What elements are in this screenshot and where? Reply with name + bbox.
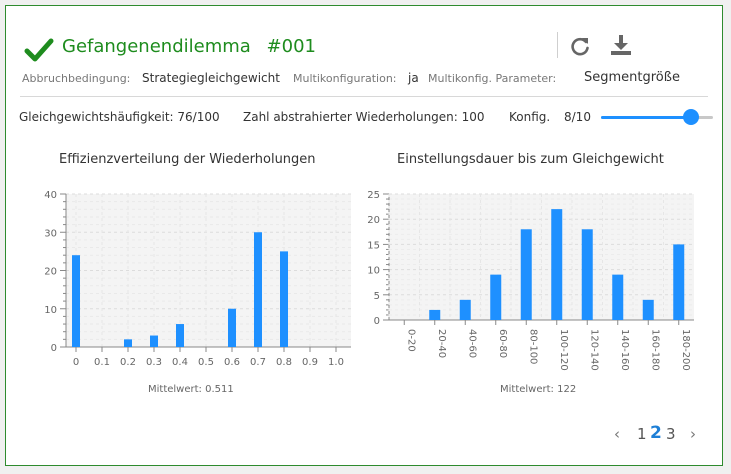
konfig-label: Konfig.	[509, 110, 551, 124]
bar	[520, 229, 532, 320]
prev-page-button[interactable]: ‹	[614, 425, 620, 443]
next-page-button[interactable]: ›	[690, 425, 696, 443]
title-number: #001	[266, 36, 316, 57]
title-text: Gefangenendilemma	[62, 36, 251, 57]
y-tick-label: 10	[44, 305, 57, 316]
x-tick-label: 0.6	[224, 357, 240, 368]
bar	[280, 251, 288, 347]
parameter-row: Abbruchbedingung: Strategiegleichgewicht…	[22, 68, 712, 88]
bar	[581, 229, 593, 320]
plot-area	[66, 194, 351, 347]
x-tick-label: 140-160	[619, 329, 630, 371]
y-tick-label: 20	[367, 215, 380, 226]
y-tick-label: 25	[367, 190, 380, 201]
bar	[429, 309, 441, 320]
slider-thumb[interactable]	[682, 109, 699, 125]
multi-label: Multikonfiguration:	[293, 72, 397, 85]
x-tick-label: 0.5	[198, 357, 214, 368]
y-tick-label: 15	[367, 240, 380, 251]
konfig-value: 8/10	[564, 110, 591, 124]
x-tick-label: 180-200	[680, 329, 691, 371]
bar	[459, 299, 471, 320]
x-tick-label: 0.7	[250, 357, 266, 368]
multi-param-value: Segmentgröße	[584, 70, 680, 85]
y-tick-label: 20	[44, 267, 57, 278]
right-mean: Mittelwert: 122	[500, 384, 577, 395]
page-2-link[interactable]: 2	[650, 423, 662, 443]
x-tick-label: 40-60	[466, 329, 477, 358]
y-tick-label: 10	[367, 266, 380, 277]
x-tick-label: 160-180	[649, 329, 660, 371]
duration-chart: 0 5 10 15 20 25 0-20 20-40 40-60 60-80 80-100 100-1…	[367, 190, 694, 371]
left-chart-title: Effizienzverteilung der Wiederholungen	[59, 152, 316, 167]
x-tick-label: 0.1	[94, 357, 110, 368]
page-1-link[interactable]: 1	[637, 425, 647, 443]
x-tick-label: 1.0	[328, 357, 344, 368]
section-divider	[20, 96, 708, 97]
page-title: Gefangenendilemma #001	[62, 36, 326, 57]
download-icon[interactable]	[609, 33, 633, 57]
abbruch-value: Strategiegleichgewicht	[142, 71, 280, 85]
wiederholungen-stat: Zahl abstrahierter Wiederholungen: 100	[243, 110, 485, 124]
bar	[228, 308, 236, 347]
bar	[176, 324, 184, 347]
bar	[673, 244, 685, 320]
slider-fill	[601, 116, 691, 119]
bar	[72, 255, 80, 347]
x-tick-label: 0.3	[146, 357, 162, 368]
bar	[490, 274, 502, 320]
check-icon	[24, 38, 54, 62]
bar	[551, 209, 563, 320]
x-tick-label: 0.9	[302, 357, 318, 368]
efficiency-chart: 0 10 20 30 40 0 0.1 0.2 0.3 0.4 0.5 0.6 0.7 0.8 0.9 1.0	[44, 190, 351, 368]
x-tick-label: 20-40	[436, 329, 447, 358]
x-tick-label: 80-100	[527, 329, 538, 364]
bar	[254, 232, 262, 347]
left-mean: Mittelwert: 0.511	[148, 384, 234, 395]
y-tick-label: 30	[44, 228, 57, 239]
gleichgewicht-stat: Gleichgewichtshäufigkeit: 76/100	[19, 110, 220, 124]
multi-value: ja	[408, 71, 419, 85]
abbruch-label: Abbruchbedingung:	[22, 72, 131, 85]
bar	[150, 335, 158, 347]
bar	[124, 339, 132, 347]
konfig-slider[interactable]	[601, 109, 713, 125]
y-tick-label: 0	[51, 343, 57, 354]
refresh-icon[interactable]	[569, 35, 591, 57]
x-tick-label: 60-80	[497, 329, 508, 358]
x-tick-label: 0.8	[276, 357, 292, 368]
toolbar-divider	[557, 32, 558, 58]
y-tick-label: 0	[374, 316, 380, 327]
multi-param-label: Multikonfig. Parameter:	[428, 72, 557, 85]
x-tick-label: 0.4	[172, 357, 188, 368]
bar	[612, 274, 624, 320]
x-tick-label: 120-140	[588, 329, 599, 371]
right-chart-title: Einstellungsdauer bis zum Gleichgewicht	[397, 152, 664, 167]
bar	[642, 299, 654, 320]
x-tick-label: 100-120	[558, 329, 569, 371]
y-tick-label: 40	[44, 190, 57, 201]
x-tick-label: 0.2	[120, 357, 136, 368]
result-card: Gefangenendilemma #001 Abbruchbedingung:…	[5, 5, 723, 466]
y-tick-label: 5	[374, 291, 380, 302]
page-3-link[interactable]: 3	[666, 425, 676, 443]
x-tick-label: 0-20	[405, 329, 416, 352]
x-tick-label: 0	[73, 357, 79, 368]
